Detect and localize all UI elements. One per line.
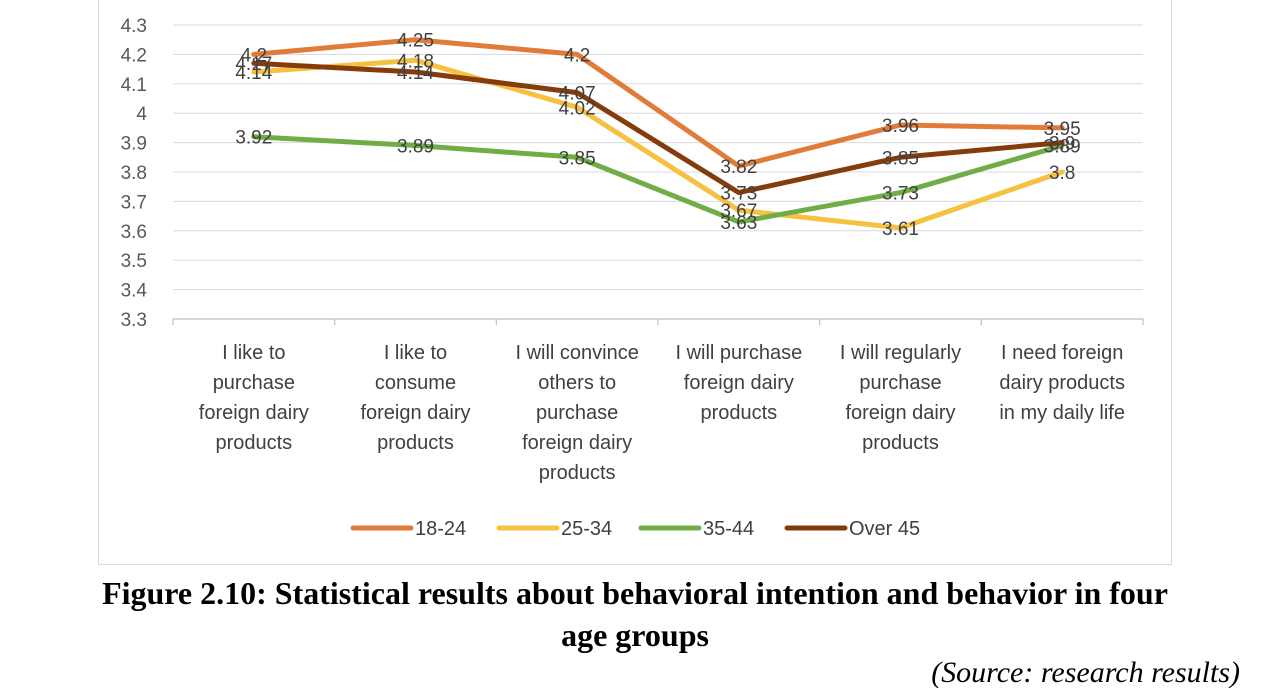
data-label: 3.8 <box>1049 163 1075 184</box>
y-tick-label: 3.5 <box>121 251 147 272</box>
data-label: 4.18 <box>397 51 434 72</box>
data-label: 3.96 <box>882 116 919 137</box>
data-label: 3.63 <box>720 213 757 234</box>
data-label: 3.67 <box>720 201 757 222</box>
data-label: 4.2 <box>241 45 267 66</box>
y-tick-label: 3.4 <box>121 281 148 302</box>
y-tick-label: 3.6 <box>121 222 147 243</box>
y-tick-label: 3.7 <box>121 192 147 213</box>
source-note: (Source: research results) <box>931 656 1240 689</box>
data-label: 3.89 <box>397 137 434 158</box>
data-label: 4.07 <box>559 84 596 105</box>
series-line-18-24 <box>251 37 1065 169</box>
chart-frame: 4.3 4.2 4.1 4 3.9 3.8 3.7 3.6 3.5 3.4 3.3 I like t… <box>98 0 1172 565</box>
category-label: I will regularly purchase foreign dairy pro… <box>840 342 961 454</box>
category-label: I like to purchase foreign dairy products <box>199 342 309 454</box>
y-tick-label: 3.9 <box>121 134 147 155</box>
caption-line-1: Figure 2.10: Statistical results about b… <box>102 575 1168 611</box>
category-label: I will purchase foreign dairy products <box>675 342 802 424</box>
data-label: 4.14 <box>397 63 434 84</box>
legend-label: 35-44 <box>703 518 754 540</box>
y-tick-label: 3.8 <box>121 163 147 184</box>
y-tick-label: 4.3 <box>121 16 147 37</box>
data-label: 3.95 <box>1044 119 1081 140</box>
data-label: 3.61 <box>882 219 919 240</box>
series-line-25-34 <box>251 57 1065 231</box>
category-label: I will convince others to purchase foreign … <box>515 342 638 484</box>
data-label: 4.2 <box>564 45 590 66</box>
data-label: 3.73 <box>882 184 919 205</box>
data-label: 3.92 <box>235 128 272 149</box>
y-tick-label: 3.3 <box>121 310 147 331</box>
data-label: 4.17 <box>235 54 272 75</box>
data-label: 3.89 <box>1044 137 1081 158</box>
category-label: I like to consume foreign dairy products <box>360 342 470 454</box>
data-label: 4.14 <box>235 63 272 84</box>
category-label: I need foreign dairy products in my daily … <box>999 342 1125 424</box>
y-tick-label: 4 <box>136 104 147 125</box>
data-label: 3.85 <box>882 148 919 169</box>
data-label: 3.9 <box>1049 134 1075 155</box>
y-tick-label: 4.1 <box>121 75 147 96</box>
series-line-35-44 <box>251 134 1065 225</box>
legend-label: Over 45 <box>849 518 920 540</box>
data-label: 4.25 <box>397 31 434 52</box>
legend-label: 25-34 <box>561 518 612 540</box>
legend-label: 18-24 <box>415 518 466 540</box>
data-label: 3.73 <box>720 184 757 205</box>
data-label: 4.02 <box>559 98 596 119</box>
data-label: 3.85 <box>559 148 596 169</box>
data-label: 3.82 <box>720 157 757 178</box>
line-chart: 4.34.24.143.93.83.73.63.53.43.3 I like t… <box>121 16 1144 540</box>
figure-caption: Figure 2.10: Statistical results about b… <box>0 572 1270 656</box>
series-line-over-45 <box>251 60 1065 196</box>
caption-line-2: age groups <box>561 617 709 653</box>
y-tick-label: 4.2 <box>121 45 147 66</box>
